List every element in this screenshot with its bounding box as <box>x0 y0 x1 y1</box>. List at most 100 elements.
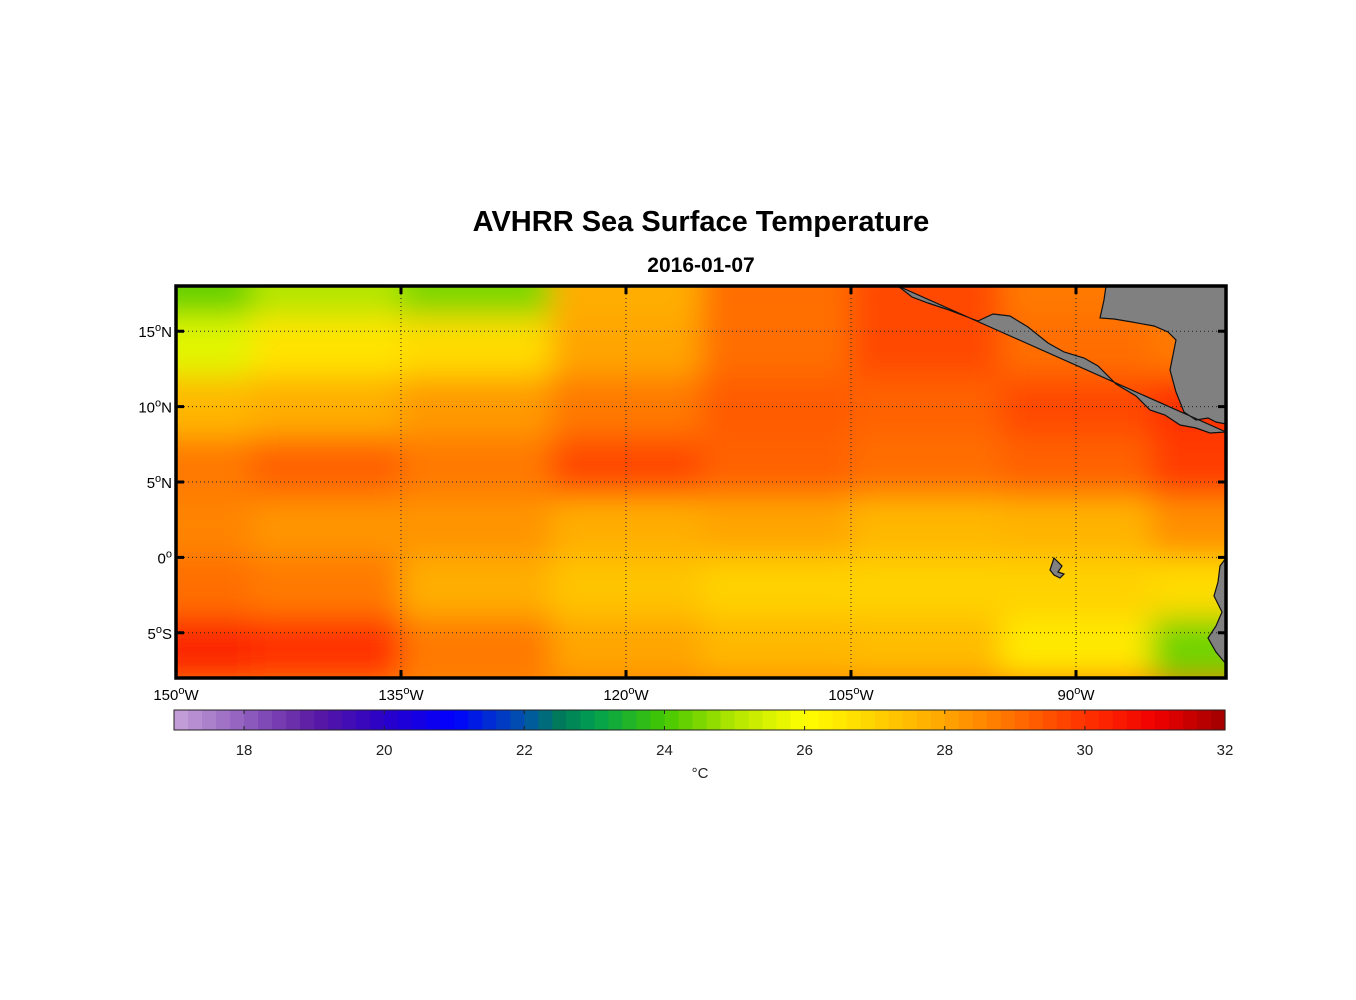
colorbar-segment <box>888 710 904 730</box>
latitude-label: 0o <box>158 548 172 567</box>
sst-cell <box>176 617 251 678</box>
colorbar-segment <box>1070 710 1086 730</box>
sst-cell <box>251 436 401 498</box>
colorbar-segment <box>454 710 469 730</box>
sst-cell <box>551 497 701 558</box>
sst-cell <box>176 557 251 618</box>
latitude-label: 5oS <box>148 624 172 643</box>
colorbar-segment <box>832 710 848 730</box>
colorbar-segment <box>566 710 581 730</box>
latitude-label: 15oN <box>138 322 172 341</box>
colorbar-segment <box>1084 710 1100 730</box>
sst-cell <box>251 497 401 558</box>
sst-cell <box>851 436 1001 498</box>
sst-cell <box>251 316 401 377</box>
colorbar-segment <box>608 710 624 730</box>
colorbar-segment <box>776 710 792 730</box>
colorbar-segment <box>874 710 890 730</box>
sst-cell <box>251 617 401 678</box>
colorbar-segment <box>1154 710 1170 730</box>
sst-cell <box>401 436 551 498</box>
sst-cell <box>851 497 1001 558</box>
colorbar-segment <box>440 710 455 730</box>
chart-title: AVHRR Sea Surface Temperature <box>472 206 930 238</box>
sst-cell <box>701 617 851 678</box>
latitude-label: 10oN <box>138 398 172 417</box>
colorbar-segment <box>902 710 918 730</box>
colorbar-segment <box>678 710 694 730</box>
colorbar-segment <box>734 710 750 730</box>
colorbar-segment <box>1112 710 1128 730</box>
colorbar-segment <box>804 710 820 730</box>
sst-cell <box>701 557 851 618</box>
sst-cell <box>701 316 851 377</box>
colorbar-segment <box>174 710 189 730</box>
colorbar-segment <box>1126 710 1142 730</box>
colorbar-segment <box>692 710 708 730</box>
colorbar-segment <box>468 710 483 730</box>
latitude-label: 5oN <box>147 473 172 492</box>
colorbar-segment <box>1056 710 1072 730</box>
sst-cell <box>176 316 251 377</box>
colorbar-segment <box>986 710 1002 730</box>
colorbar-segment <box>412 710 427 730</box>
colorbar-segment <box>1028 710 1044 730</box>
colorbar-tick-label: 32 <box>1217 742 1234 759</box>
sst-cell <box>251 286 401 317</box>
colorbar-segment <box>720 710 736 730</box>
colorbar-segment <box>314 710 329 730</box>
colorbar-segment <box>636 710 652 730</box>
colorbar-segment <box>286 710 301 730</box>
colorbar-segment <box>272 710 287 730</box>
sst-cell <box>251 376 401 437</box>
central-america-landmass <box>897 286 1226 434</box>
colorbar-segment <box>580 710 595 730</box>
colorbar-segment <box>538 710 553 730</box>
colorbar-segment <box>944 710 960 730</box>
colorbar-segment <box>790 710 806 730</box>
colorbar-segment <box>230 710 245 730</box>
colorbar-segment <box>1140 710 1156 730</box>
latitude-labels: 15oN 10oN 5oN 0o 5oS <box>138 322 172 643</box>
colorbar-segment <box>300 710 315 730</box>
colorbar-segment <box>370 710 385 730</box>
longitude-label: 90oW <box>1058 685 1096 704</box>
colorbar-segment <box>762 710 778 730</box>
sst-cell <box>851 376 1001 437</box>
sst-cell <box>401 557 551 618</box>
sst-cell <box>1151 497 1226 558</box>
sst-cell <box>551 557 701 618</box>
colorbar-segment <box>1196 710 1212 730</box>
sst-cell <box>1001 557 1151 618</box>
sst-cell <box>851 617 1001 678</box>
map-ticks <box>174 286 1226 678</box>
colorbar-frame <box>173 709 1226 731</box>
south-america-coast <box>1207 557 1226 665</box>
sst-cell <box>551 617 701 678</box>
colorbar-segment <box>1098 710 1114 730</box>
colorbar-segment <box>664 710 680 730</box>
colorbar-tick-label: 20 <box>376 742 393 759</box>
chart-subtitle: 2016-01-07 <box>647 254 755 277</box>
colorbar-segment <box>482 710 497 730</box>
colorbar-segment <box>846 710 862 730</box>
sst-cell <box>1151 557 1226 618</box>
longitude-labels: 150oW 135oW 120oW 105oW 90oW <box>153 685 1095 704</box>
sst-cell <box>851 316 1001 377</box>
sst-heatmap <box>176 286 1226 678</box>
sst-cell <box>401 617 551 678</box>
sst-cell <box>1151 436 1226 498</box>
colorbar-segment <box>706 710 722 730</box>
longitude-label: 135oW <box>378 685 424 704</box>
graticule <box>176 286 1226 678</box>
colorbar-segment <box>496 710 511 730</box>
colorbar-tick-labels: 18 20 22 24 26 28 30 32 <box>236 710 1234 759</box>
colorbar-segment <box>818 710 834 730</box>
sst-cell <box>1001 617 1151 678</box>
colorbar-tick-label: 24 <box>656 742 673 759</box>
sst-cell <box>1001 497 1151 558</box>
colorbar-segment <box>356 710 371 730</box>
colorbar-segment <box>202 710 217 730</box>
colorbar-tick-label: 28 <box>936 742 953 759</box>
